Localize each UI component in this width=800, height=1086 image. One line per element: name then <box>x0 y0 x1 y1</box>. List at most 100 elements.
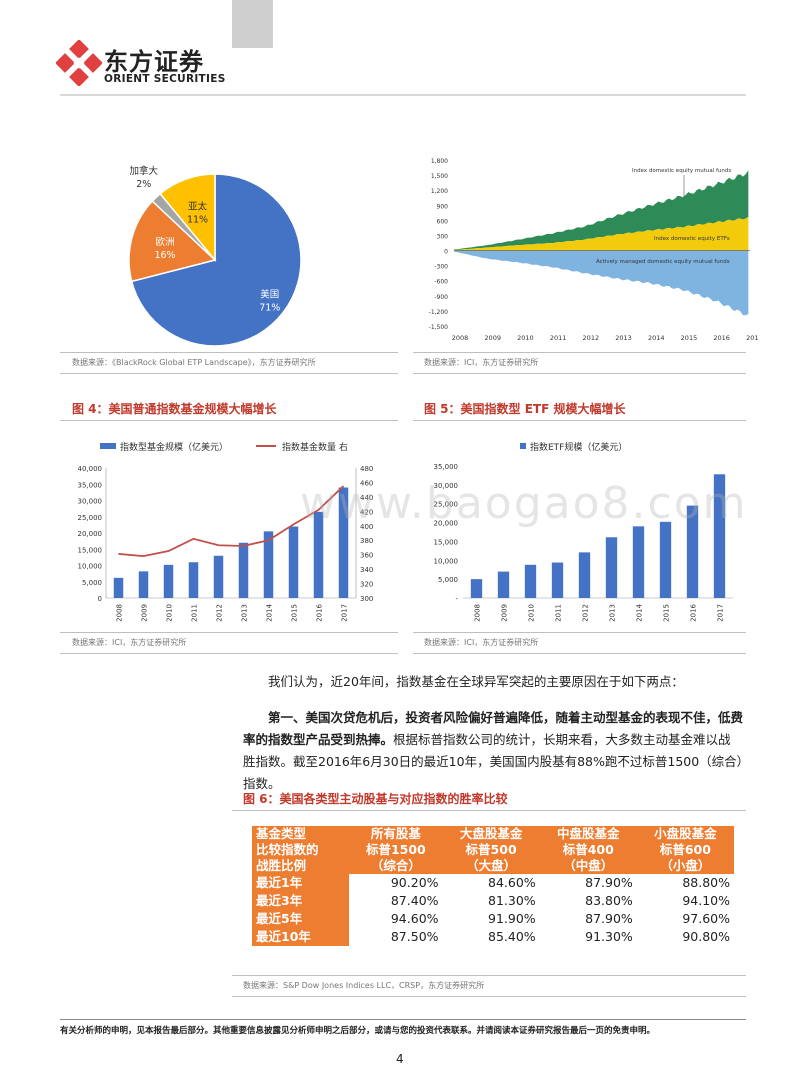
fig4-bar <box>163 564 174 598</box>
fig5-xtick: 2008 <box>474 604 482 622</box>
table-row-label: 最近5年 <box>252 910 350 928</box>
fig4-y2tick: 300 <box>360 595 373 603</box>
area-xtick: 2014 <box>648 334 665 342</box>
paragraph-2: 第一、美国次贷危机后，投资者风险偏好普遍降低，随着主动型基金的表现不佳，低费率的… <box>243 707 743 795</box>
footer-rule <box>60 1019 746 1020</box>
area-ytick: -300 <box>434 264 448 271</box>
fig5-bar <box>470 579 483 598</box>
area-ytick: -900 <box>434 294 448 301</box>
fig5-title-rule <box>413 420 746 421</box>
table-header-cell: 所有股基 标普1500 （综合） <box>349 826 443 874</box>
fig6-source-rule <box>232 975 746 976</box>
fig4-ytick: 35,000 <box>78 481 103 489</box>
fig4-xtick: 2013 <box>241 604 249 622</box>
fig4-xtick: 2008 <box>116 604 124 622</box>
area-series-index-mutual-funds <box>454 170 749 251</box>
fig5-ytick: 10,000 <box>434 557 459 565</box>
fig5-xtick: 2013 <box>609 604 617 622</box>
fig4-ytick: 5,000 <box>82 579 102 587</box>
table-row-label: 最近10年 <box>252 928 350 946</box>
area-xtick: 2010 <box>517 334 534 342</box>
header-rule <box>60 94 746 96</box>
fig5-xtick: 2016 <box>690 603 698 621</box>
fig4-y2tick: 360 <box>360 552 373 560</box>
fig4-y2tick: 440 <box>360 494 373 502</box>
fig4-xtick: 2014 <box>266 603 274 621</box>
area-source-rule <box>413 352 746 353</box>
fig5-ytick: 30,000 <box>434 482 459 490</box>
area-series-index-etfs <box>454 216 749 251</box>
fig6-table: 基金类型 比较指数的 战胜比例 所有股基 标普1500 （综合） 大盘股基金 标普500 （… <box>252 826 734 946</box>
paragraph-2-bold: 第一、美国次贷危机后，投资者风险偏好普遍降低，随着主动型基金的表现不佳，低费率的… <box>243 710 744 747</box>
table-cell: 90.20% <box>390 875 439 890</box>
table-row: 最近1年 90.20% 84.60% 87.90% 88.80% <box>252 874 734 892</box>
pie-value-2: 2% <box>136 179 151 190</box>
fig5-bar <box>632 526 645 598</box>
table-cell: 81.30% <box>488 893 536 908</box>
area-source: 数据来源：ICI，东方证券研究所 <box>424 358 539 367</box>
fig5-bar <box>578 552 591 598</box>
fig5-bar <box>551 562 564 598</box>
area-chart: 1,800 1,500 1,200 900 600 300 0 -300 -600 -900 -1,… <box>429 158 758 342</box>
fig4-bar <box>313 511 324 598</box>
fig5-ytick: - <box>455 595 458 603</box>
area-xtick: 2016 <box>713 334 730 342</box>
fig4-xtick: 2010 <box>166 604 174 622</box>
table-cell: 97.60% <box>682 911 730 926</box>
fig4-bar <box>113 577 124 598</box>
pie-bottom-rule <box>60 373 398 374</box>
fig4-xtick: 2017 <box>341 604 349 622</box>
area-xtick: 2009 <box>484 334 501 342</box>
area-annotation-etf: Index domestic equity ETFs <box>654 236 730 242</box>
fig4-xtick: 2009 <box>141 604 149 622</box>
fig5-source-rule <box>413 632 746 633</box>
logo-icon <box>56 40 102 86</box>
pie-label-3: 亚太 <box>188 200 208 212</box>
area-ytick: 900 <box>437 203 449 210</box>
fig5-bar <box>713 474 726 598</box>
fig4-y2tick: 460 <box>360 479 373 487</box>
pie-slice-3 <box>159 173 216 263</box>
area-xtick: 2017 <box>746 334 758 342</box>
area-annotation-active: Actively managed domestic equity mutual … <box>596 259 730 265</box>
fig4-ytick: 20,000 <box>78 530 103 538</box>
table-cell: 88.80% <box>682 875 730 890</box>
fig4-bar <box>213 555 224 598</box>
table-header-cell: 小盘股基金 标普600 （小盘） <box>636 826 734 874</box>
pie-value-3: 11% <box>187 214 208 225</box>
fig5-bar <box>497 571 510 598</box>
area-bottom-rule <box>413 373 746 374</box>
footer-disclaimer: 有关分析师的申明，见本报告最后部分。其他重要信息披露见分析师申明之后部分，或请与… <box>60 1026 656 1036</box>
pie-value-0: 71% <box>259 303 280 314</box>
fig4-ytick: 15,000 <box>78 546 103 554</box>
pie-value-1: 16% <box>154 250 175 261</box>
table-row: 最近3年 87.40% 81.30% 83.80% 94.10% <box>252 892 734 910</box>
fig4-legend-swatch-bar <box>100 443 116 449</box>
table-cell: 94.10% <box>682 893 730 908</box>
fig4-line-series <box>118 485 345 558</box>
table-header-row: 基金类型 比较指数的 战胜比例 所有股基 标普1500 （综合） 大盘股基金 标普500 （… <box>252 826 734 874</box>
fig6-bottom-rule <box>232 996 746 997</box>
table-row-label: 最近3年 <box>252 892 350 910</box>
pie-slice-1 <box>128 200 217 283</box>
fig6-source: 数据来源：S&P Dow Jones Indices LLC，CRSP，东方证券… <box>243 981 485 990</box>
fig5-bottom-rule <box>413 653 746 654</box>
area-ytick: 1,500 <box>431 173 448 180</box>
fig4-ytick: 40,000 <box>78 465 103 473</box>
area-ytick: 1,800 <box>431 158 448 165</box>
fig4-ytick: 0 <box>98 595 102 603</box>
area-ytick: 600 <box>437 218 449 225</box>
table-cell: 94.60% <box>390 911 439 926</box>
pie-slice-0 <box>130 173 302 347</box>
fig4-ytick: 25,000 <box>78 514 103 522</box>
table-cell: 85.40% <box>488 929 536 944</box>
area-ytick: 1,200 <box>431 188 448 195</box>
fig4-title-rule <box>60 420 398 421</box>
fig4-title: 图 4：美国普通指数基金规模大幅增长 <box>72 402 277 416</box>
fig5-legend: 指数ETF规模（亿美元） <box>530 441 627 453</box>
area-xtick: 2013 <box>615 334 632 342</box>
area-xtick: 2008 <box>452 334 469 342</box>
fig5-xtick: 2011 <box>555 604 563 622</box>
fig5-xtick: 2014 <box>636 603 644 621</box>
table-cell: 84.60% <box>488 875 536 890</box>
